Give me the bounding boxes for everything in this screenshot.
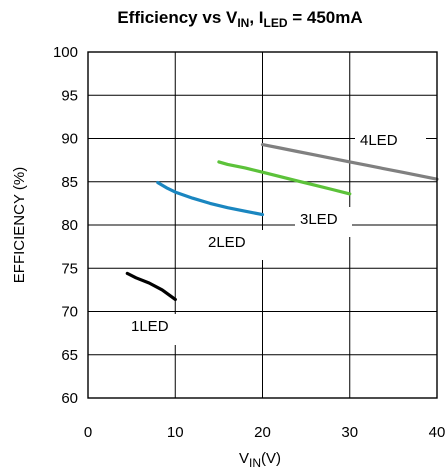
grid: [88, 52, 437, 398]
series-label-4led: 4LED: [360, 132, 398, 149]
x-tick-label: 20: [254, 424, 271, 441]
x-tick-labels: 0 10 20 30 40: [84, 424, 446, 441]
series-line-1led: [125, 271, 177, 301]
x-axis-label: VIN(V): [239, 450, 281, 470]
series-line-2led: [156, 181, 265, 217]
y-tick-label: 75: [61, 260, 78, 277]
series-label-1led: 1LED: [131, 318, 169, 335]
y-tick-label: 90: [61, 131, 78, 148]
y-tick-labels: 60 65 70 75 80 85 90 95 100: [53, 44, 78, 407]
series-lines: [125, 143, 439, 301]
plot-frame: [87, 51, 438, 399]
y-tick-label: 85: [61, 174, 78, 191]
chart-title: Efficiency vs VIN, ILED = 450mA: [117, 8, 362, 30]
y-tick-label: 60: [61, 390, 78, 407]
x-tick-label: 30: [341, 424, 358, 441]
y-tick-label: 95: [61, 87, 78, 104]
x-tick-label: 40: [429, 424, 446, 441]
y-tick-label: 100: [53, 44, 78, 61]
series-line-3led: [217, 160, 352, 196]
series-line-4led: [260, 143, 439, 181]
y-tick-label: 65: [61, 347, 78, 364]
y-tick-label: 70: [61, 304, 78, 321]
series-label-3led: 3LED: [300, 211, 338, 228]
y-tick-label: 80: [61, 217, 78, 234]
y-axis-label: EFFICIENCY (%): [11, 167, 28, 283]
x-tick-label: 0: [84, 424, 92, 441]
x-tick-label: 10: [167, 424, 184, 441]
series-label-2led: 2LED: [208, 234, 246, 251]
series-labels: 1LED 2LED 3LED 4LED: [131, 132, 398, 335]
